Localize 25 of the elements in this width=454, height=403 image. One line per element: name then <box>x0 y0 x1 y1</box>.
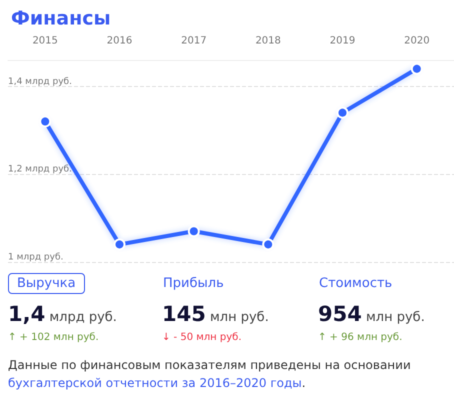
x-tick-label: 2017 <box>181 36 207 46</box>
text: млрд руб. <box>48 310 117 325</box>
text: млн руб. <box>364 310 425 325</box>
text: Данные по финансовым показателям приведены на основании <box>8 358 411 372</box>
text: ↑ + 96 млн руб. <box>318 332 404 343</box>
y-tick-label: 1,2 млрд руб. <box>8 164 72 175</box>
text: Выручка <box>8 273 85 294</box>
y-tick-label: 1,4 млрд руб. <box>8 76 72 87</box>
text: . <box>302 376 306 390</box>
y-tick-label: 1 млрд руб. <box>8 252 64 262</box>
text: бухгалтерской отчетности за 2016–2020 годы <box>8 376 302 390</box>
text: Стоимость <box>318 275 394 293</box>
x-tick-label: 2019 <box>330 36 356 46</box>
text: Прибыль <box>162 275 225 293</box>
text: 1,4 <box>8 302 46 326</box>
x-tick-label: 2015 <box>32 36 58 46</box>
text: млн руб. <box>208 310 269 325</box>
x-tick-label: 2016 <box>106 36 132 46</box>
x-tick-label: 2018 <box>255 36 281 46</box>
text: ↓ - 50 млн руб. <box>162 332 243 343</box>
chart-title: Финансы <box>11 8 111 30</box>
text: 145 <box>162 302 206 326</box>
x-tick-label: 2020 <box>404 36 430 46</box>
text: ↑ + 102 млн руб. <box>8 332 100 343</box>
text: 954 <box>318 302 362 326</box>
